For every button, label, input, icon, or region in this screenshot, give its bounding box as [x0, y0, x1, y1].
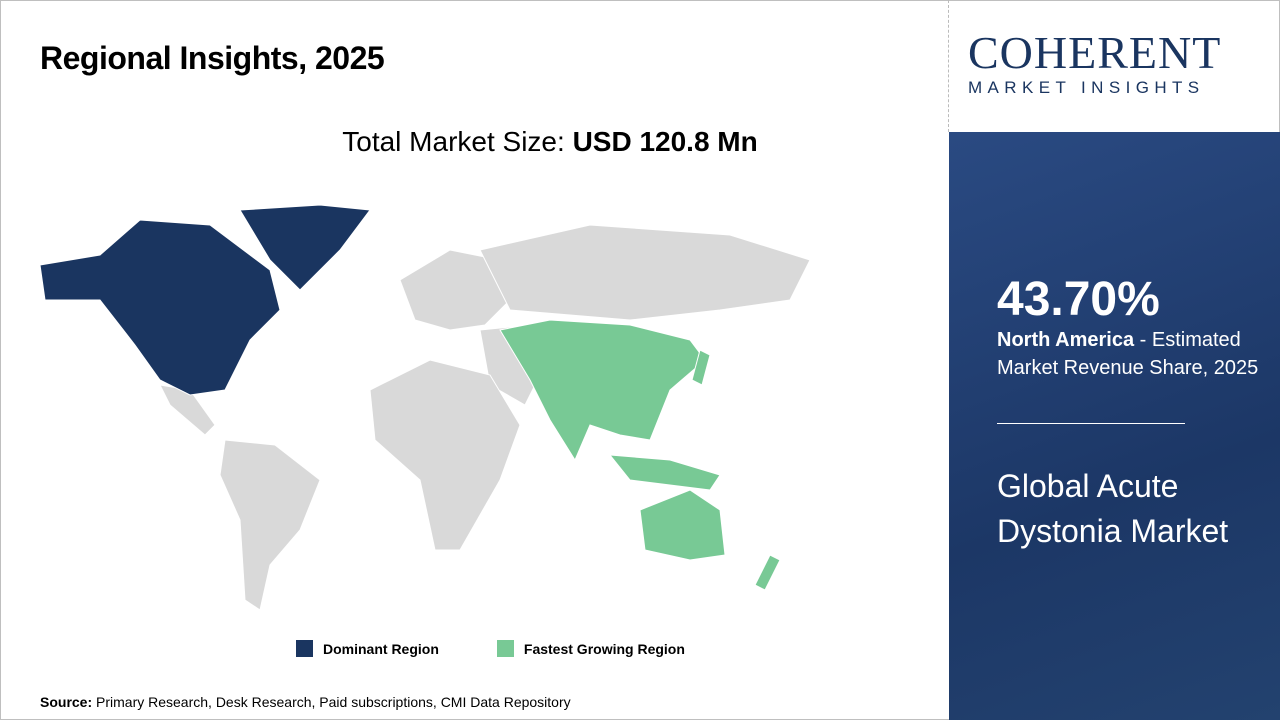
- map-south-america: [219, 439, 321, 611]
- map-north-america: [39, 219, 281, 396]
- legend-label: Dominant Region: [323, 640, 439, 657]
- map-new-zealand: [754, 554, 781, 591]
- map-asia-pacific: [499, 319, 706, 462]
- map-russia: [479, 224, 811, 321]
- market-name: Global Acute Dystonia Market: [997, 468, 1229, 549]
- legend-swatch: [496, 640, 514, 657]
- logo-line2: MARKET INSIGHTS: [968, 78, 1205, 97]
- share-description: North America - Estimated Market Revenue…: [997, 326, 1267, 382]
- map-legend: Dominant Region Fastest Growing Region: [296, 640, 685, 657]
- source-note: Source: Primary Research, Desk Research,…: [40, 694, 571, 710]
- region-name: North America: [997, 329, 1135, 351]
- map-africa: [369, 359, 521, 551]
- map-greenland: [239, 204, 371, 291]
- legend-swatch: [296, 640, 313, 657]
- share-percent: 43.70%: [997, 273, 1160, 326]
- divider: [948, 0, 949, 132]
- share-desc-text: - Estimated Market Revenue Share, 2025: [997, 329, 1259, 379]
- legend-label: Fastest Growing Region: [523, 640, 685, 657]
- panel-divider: [997, 423, 1185, 424]
- total-market-size: Total Market Size: USD 120.8 Mn: [0, 126, 948, 158]
- legend-dominant: Dominant Region: [296, 640, 439, 657]
- legend-fastest: Fastest Growing Region: [496, 640, 685, 657]
- world-map: [39, 204, 811, 611]
- coherent-logo: COHERENT MARKET INSIGHTS: [968, 30, 1268, 98]
- insight-panel: 43.70% North America - Estimated Market …: [949, 132, 1280, 720]
- total-label: Total Market Size:: [342, 126, 573, 157]
- total-value: USD 120.8 Mn: [572, 126, 758, 157]
- page-title: Regional Insights, 2025: [40, 40, 385, 76]
- map-japan: [691, 349, 711, 386]
- source-text: Primary Research, Desk Research, Paid su…: [92, 694, 571, 710]
- logo-line1: COHERENT: [968, 27, 1222, 78]
- map-southeast-asia: [608, 454, 721, 491]
- map-australia: [639, 489, 726, 561]
- map-europe: [399, 249, 511, 331]
- source-label: Source:: [40, 694, 93, 710]
